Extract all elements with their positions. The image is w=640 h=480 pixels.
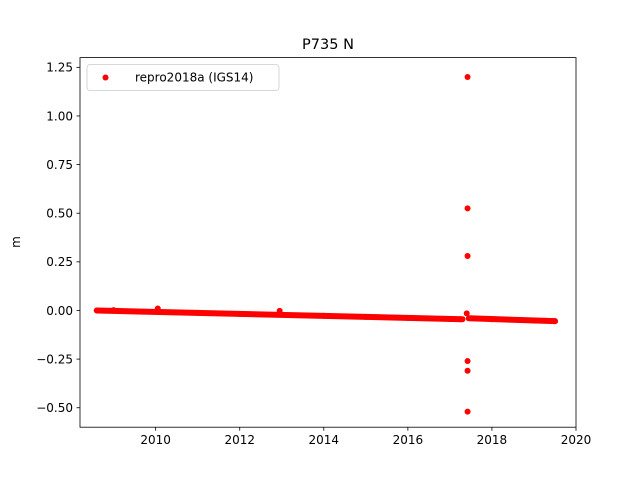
data-band (93, 307, 466, 323)
data-point (457, 316, 464, 323)
y-tick-label: −0.25 (36, 352, 73, 366)
data-point (276, 307, 283, 314)
x-axis: 2010 2012 2014 2016 2018 2020 (140, 427, 591, 447)
legend: repro2018a (IGS14) (86, 64, 280, 91)
data-point (236, 310, 243, 317)
x-tick-label: 2012 (224, 433, 255, 447)
y-tick-label: 0.75 (46, 158, 73, 172)
chart-title: P735 N (302, 37, 354, 53)
data-point (464, 408, 471, 415)
data-point (464, 367, 471, 374)
y-axis-label: m (9, 236, 23, 248)
data-point (488, 316, 495, 323)
data-point (464, 253, 471, 260)
data-point (320, 312, 327, 319)
x-tick-label: 2020 (561, 433, 592, 447)
y-tick-label: 1.25 (46, 61, 73, 75)
legend-marker (102, 74, 109, 81)
y-tick-label: 0.00 (46, 304, 73, 318)
y-tick-label: 0.50 (46, 207, 73, 221)
data-point (463, 310, 470, 317)
legend-label: repro2018a (IGS14) (135, 71, 253, 85)
data-point (446, 316, 453, 323)
data-point (464, 205, 471, 212)
y-axis: −0.50 −0.25 0.00 0.25 0.50 0.75 1.00 1.25 (36, 61, 80, 415)
x-tick-label: 2010 (140, 433, 171, 447)
data-point (194, 309, 201, 316)
data-point (154, 305, 161, 312)
x-tick-label: 2016 (393, 433, 424, 447)
y-tick-label: 1.00 (46, 109, 73, 123)
data-point (551, 318, 558, 325)
data-point (530, 317, 537, 324)
y-tick-label: 0.25 (46, 255, 73, 269)
data-point (110, 307, 117, 314)
x-tick-label: 2014 (309, 433, 340, 447)
data-points (93, 74, 558, 415)
data-point (93, 307, 100, 314)
data-point (362, 313, 369, 320)
data-band (465, 315, 558, 325)
y-tick-label: −0.50 (36, 401, 73, 415)
data-point (404, 314, 411, 321)
data-point (464, 358, 471, 365)
legend-box (86, 64, 280, 91)
axes-frame (79, 57, 577, 428)
data-point (464, 74, 471, 81)
x-tick-label: 2018 (477, 433, 508, 447)
